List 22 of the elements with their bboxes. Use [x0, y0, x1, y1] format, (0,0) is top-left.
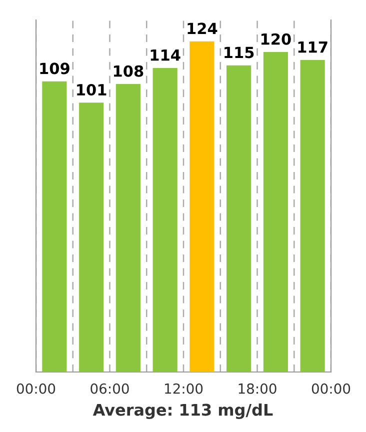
bar: [152, 68, 178, 372]
bar: [300, 60, 325, 372]
bar: [190, 41, 214, 372]
bar: [79, 102, 104, 372]
bar: [116, 84, 140, 372]
bar: [226, 65, 252, 372]
data-label: 120: [261, 33, 291, 45]
x-tick-label: 00:00: [312, 383, 350, 394]
bar: [263, 52, 288, 372]
x-tick-label: 00:00: [16, 383, 56, 394]
data-label: 124: [188, 22, 218, 34]
bar: [42, 81, 67, 372]
data-label: 101: [77, 84, 106, 96]
data-label: 117: [298, 42, 328, 53]
x-tick-label: 06:00: [90, 383, 129, 394]
data-label: 108: [114, 65, 144, 77]
data-label: 109: [40, 62, 70, 74]
data-label: 115: [224, 46, 254, 58]
data-label: 114: [150, 50, 180, 61]
x-tick-label: 12:00: [165, 383, 203, 394]
text: Average: 113 mg/dL: [92, 403, 273, 420]
x-tick-label: 18:00: [238, 383, 276, 394]
